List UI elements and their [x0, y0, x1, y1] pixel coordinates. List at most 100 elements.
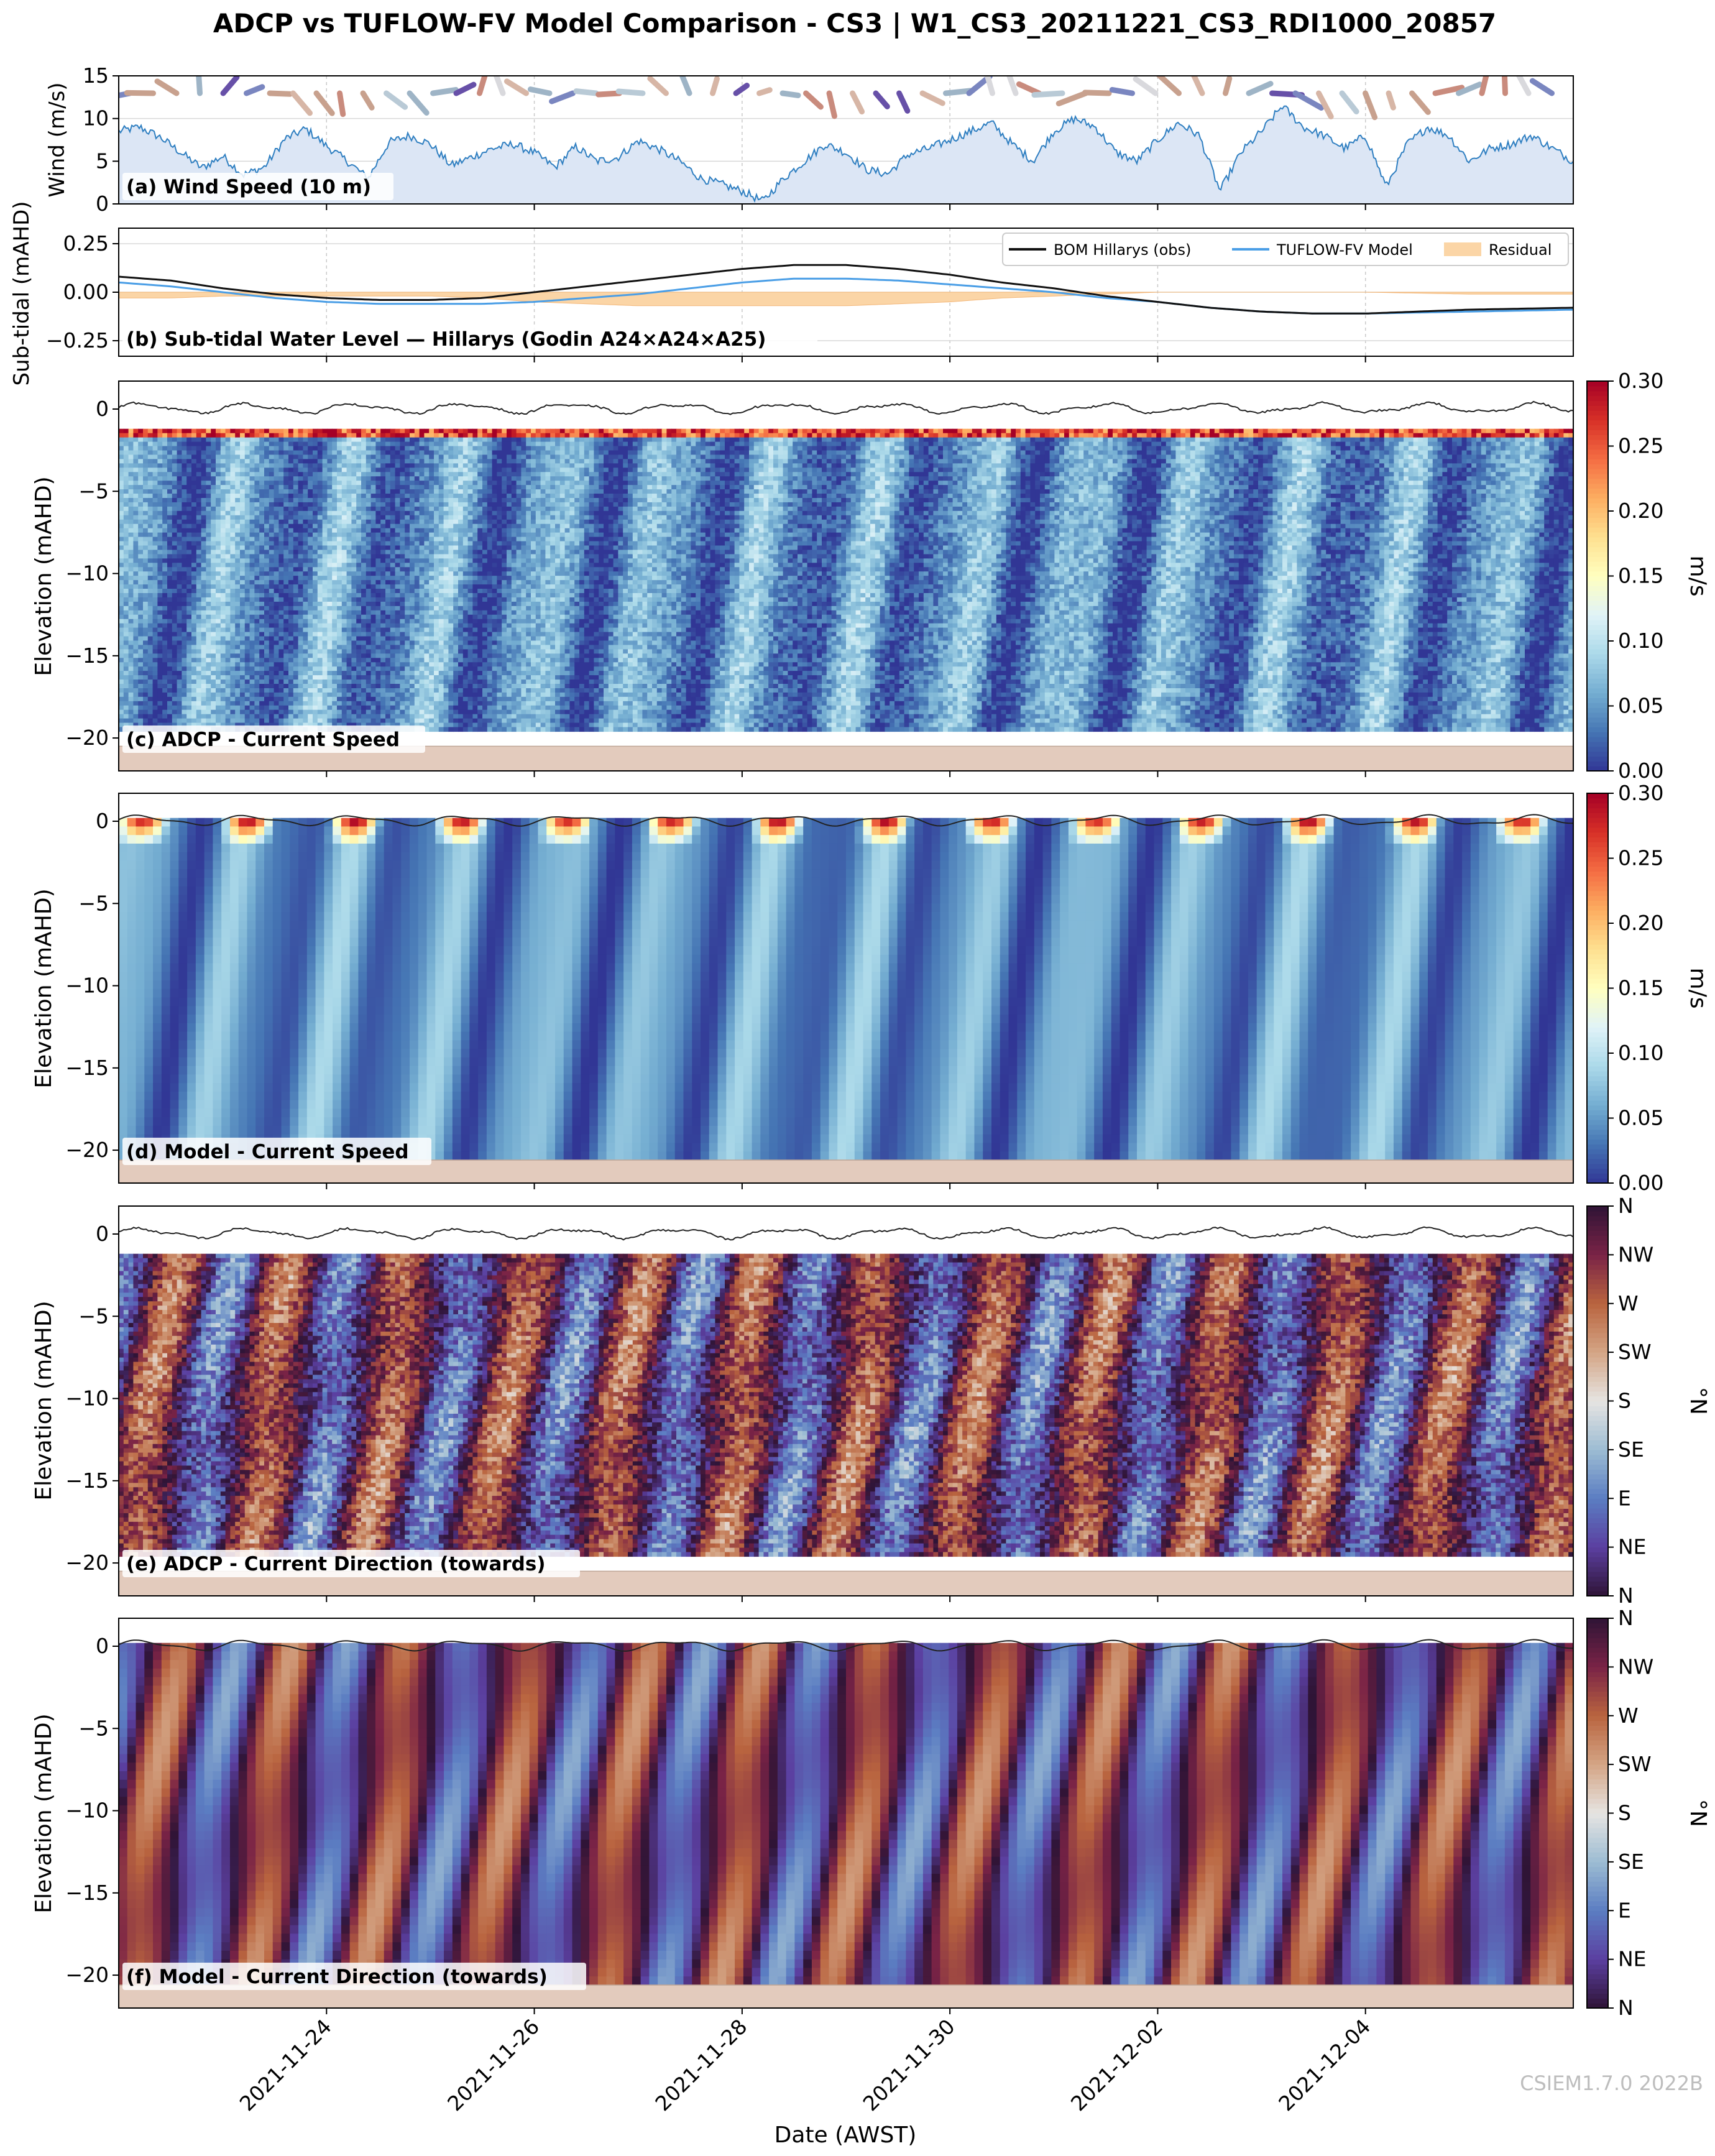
heatmap-cell — [366, 576, 372, 581]
heatmap-cell — [157, 506, 163, 512]
heatmap-cell — [361, 658, 367, 663]
heatmap-cell — [274, 632, 279, 637]
heatmap-cell — [157, 653, 163, 658]
heatmap-cell — [182, 722, 187, 728]
heatmap-cell — [211, 541, 216, 546]
heatmap-cell — [211, 550, 216, 555]
heatmap-cell — [293, 545, 299, 551]
heatmap-cell — [167, 718, 173, 724]
heatmap-cell — [147, 532, 154, 538]
heatmap-cell — [152, 589, 158, 594]
heatmap-cell — [390, 571, 396, 576]
heatmap-cell — [123, 454, 129, 459]
heatmap-cell — [244, 554, 251, 559]
heatmap-cell — [182, 459, 187, 464]
heatmap-cell — [405, 554, 410, 559]
heatmap-cell — [341, 510, 347, 516]
heatmap-cell — [298, 558, 303, 563]
heatmap-cell — [152, 705, 158, 711]
heatmap-cell — [337, 684, 343, 689]
heatmap-cell — [298, 688, 303, 693]
heatmap-cell — [230, 623, 236, 629]
heatmap-cell — [414, 688, 420, 693]
heatmap-cell — [313, 671, 318, 676]
heatmap-cell — [206, 614, 211, 620]
heatmap-cell — [230, 441, 236, 447]
heatmap-cell — [370, 532, 376, 538]
heatmap-cell — [390, 709, 396, 715]
heatmap-cell — [410, 580, 415, 585]
heatmap-cell — [274, 592, 279, 598]
heatmap-cell — [414, 532, 420, 538]
heatmap-cell — [230, 640, 236, 646]
heatmap-cell — [123, 506, 129, 512]
heatmap-cell — [211, 671, 216, 676]
heatmap-cell — [235, 623, 241, 629]
heatmap-cell — [429, 532, 434, 538]
heatmap-cell — [201, 441, 206, 447]
heatmap-cell — [390, 701, 396, 706]
heatmap-cell — [172, 653, 178, 658]
heatmap-cell — [419, 428, 425, 434]
heatmap-cell — [405, 589, 410, 594]
heatmap-cell — [235, 541, 241, 546]
heatmap-cell — [216, 722, 221, 728]
heatmap-cell — [119, 601, 124, 607]
heatmap-cell — [167, 519, 173, 525]
heatmap-cell — [133, 601, 139, 607]
heatmap-cell — [356, 450, 362, 456]
heatmap-cell — [230, 454, 236, 459]
heatmap-cell — [133, 433, 139, 438]
heatmap-cell — [264, 481, 270, 486]
heatmap-cell — [133, 709, 139, 715]
heatmap-cell — [317, 489, 323, 494]
heatmap-cell — [167, 459, 173, 464]
heatmap-cell — [434, 722, 439, 728]
wind-speed-line — [119, 105, 1573, 203]
wind-arrow — [1223, 76, 1233, 96]
heatmap-cell — [370, 705, 376, 711]
heatmap-cell — [201, 554, 206, 559]
heatmap-cell — [356, 563, 362, 568]
heatmap-cell — [361, 606, 367, 611]
heatmap-cell — [410, 454, 415, 459]
heatmap-cell — [211, 662, 216, 667]
heatmap-cell — [313, 576, 318, 581]
heatmap-cell — [157, 671, 163, 676]
heatmap-cell — [191, 580, 197, 585]
heatmap-cell — [152, 709, 158, 715]
heatmap-cell — [230, 554, 236, 559]
heatmap-cell — [278, 563, 284, 568]
heatmap-cell — [400, 658, 405, 663]
heatmap-cell — [152, 567, 158, 572]
heatmap-cell — [138, 709, 144, 715]
heatmap-cell — [448, 684, 454, 689]
heatmap-cell — [259, 606, 265, 611]
heatmap-cell — [443, 623, 449, 629]
heatmap-cell — [138, 649, 144, 654]
heatmap-cell — [434, 653, 439, 658]
heatmap-cell — [438, 472, 444, 477]
heatmap-cell — [283, 718, 289, 724]
heatmap-cell — [133, 584, 139, 589]
heatmap-cell — [443, 727, 449, 732]
heatmap-cell — [438, 662, 444, 667]
heatmap-cell — [313, 589, 318, 594]
heatmap-cell — [269, 489, 275, 494]
heatmap-cell — [177, 709, 182, 715]
heatmap-cell — [240, 468, 246, 472]
heatmap-cell — [341, 476, 347, 481]
heatmap-cell — [143, 558, 149, 563]
heatmap-cell — [249, 627, 255, 633]
heatmap-cell — [240, 722, 246, 728]
heatmap-cell — [283, 437, 289, 443]
heatmap-cell — [269, 718, 275, 724]
heatmap-cell — [172, 671, 178, 676]
heatmap-cell — [283, 468, 289, 472]
heatmap-cell — [390, 454, 396, 459]
heatmap-cell — [370, 468, 376, 472]
heatmap-cell — [298, 640, 303, 646]
heatmap-cell — [211, 597, 216, 602]
heatmap-cell — [147, 450, 154, 456]
heatmap-cell — [128, 563, 134, 568]
